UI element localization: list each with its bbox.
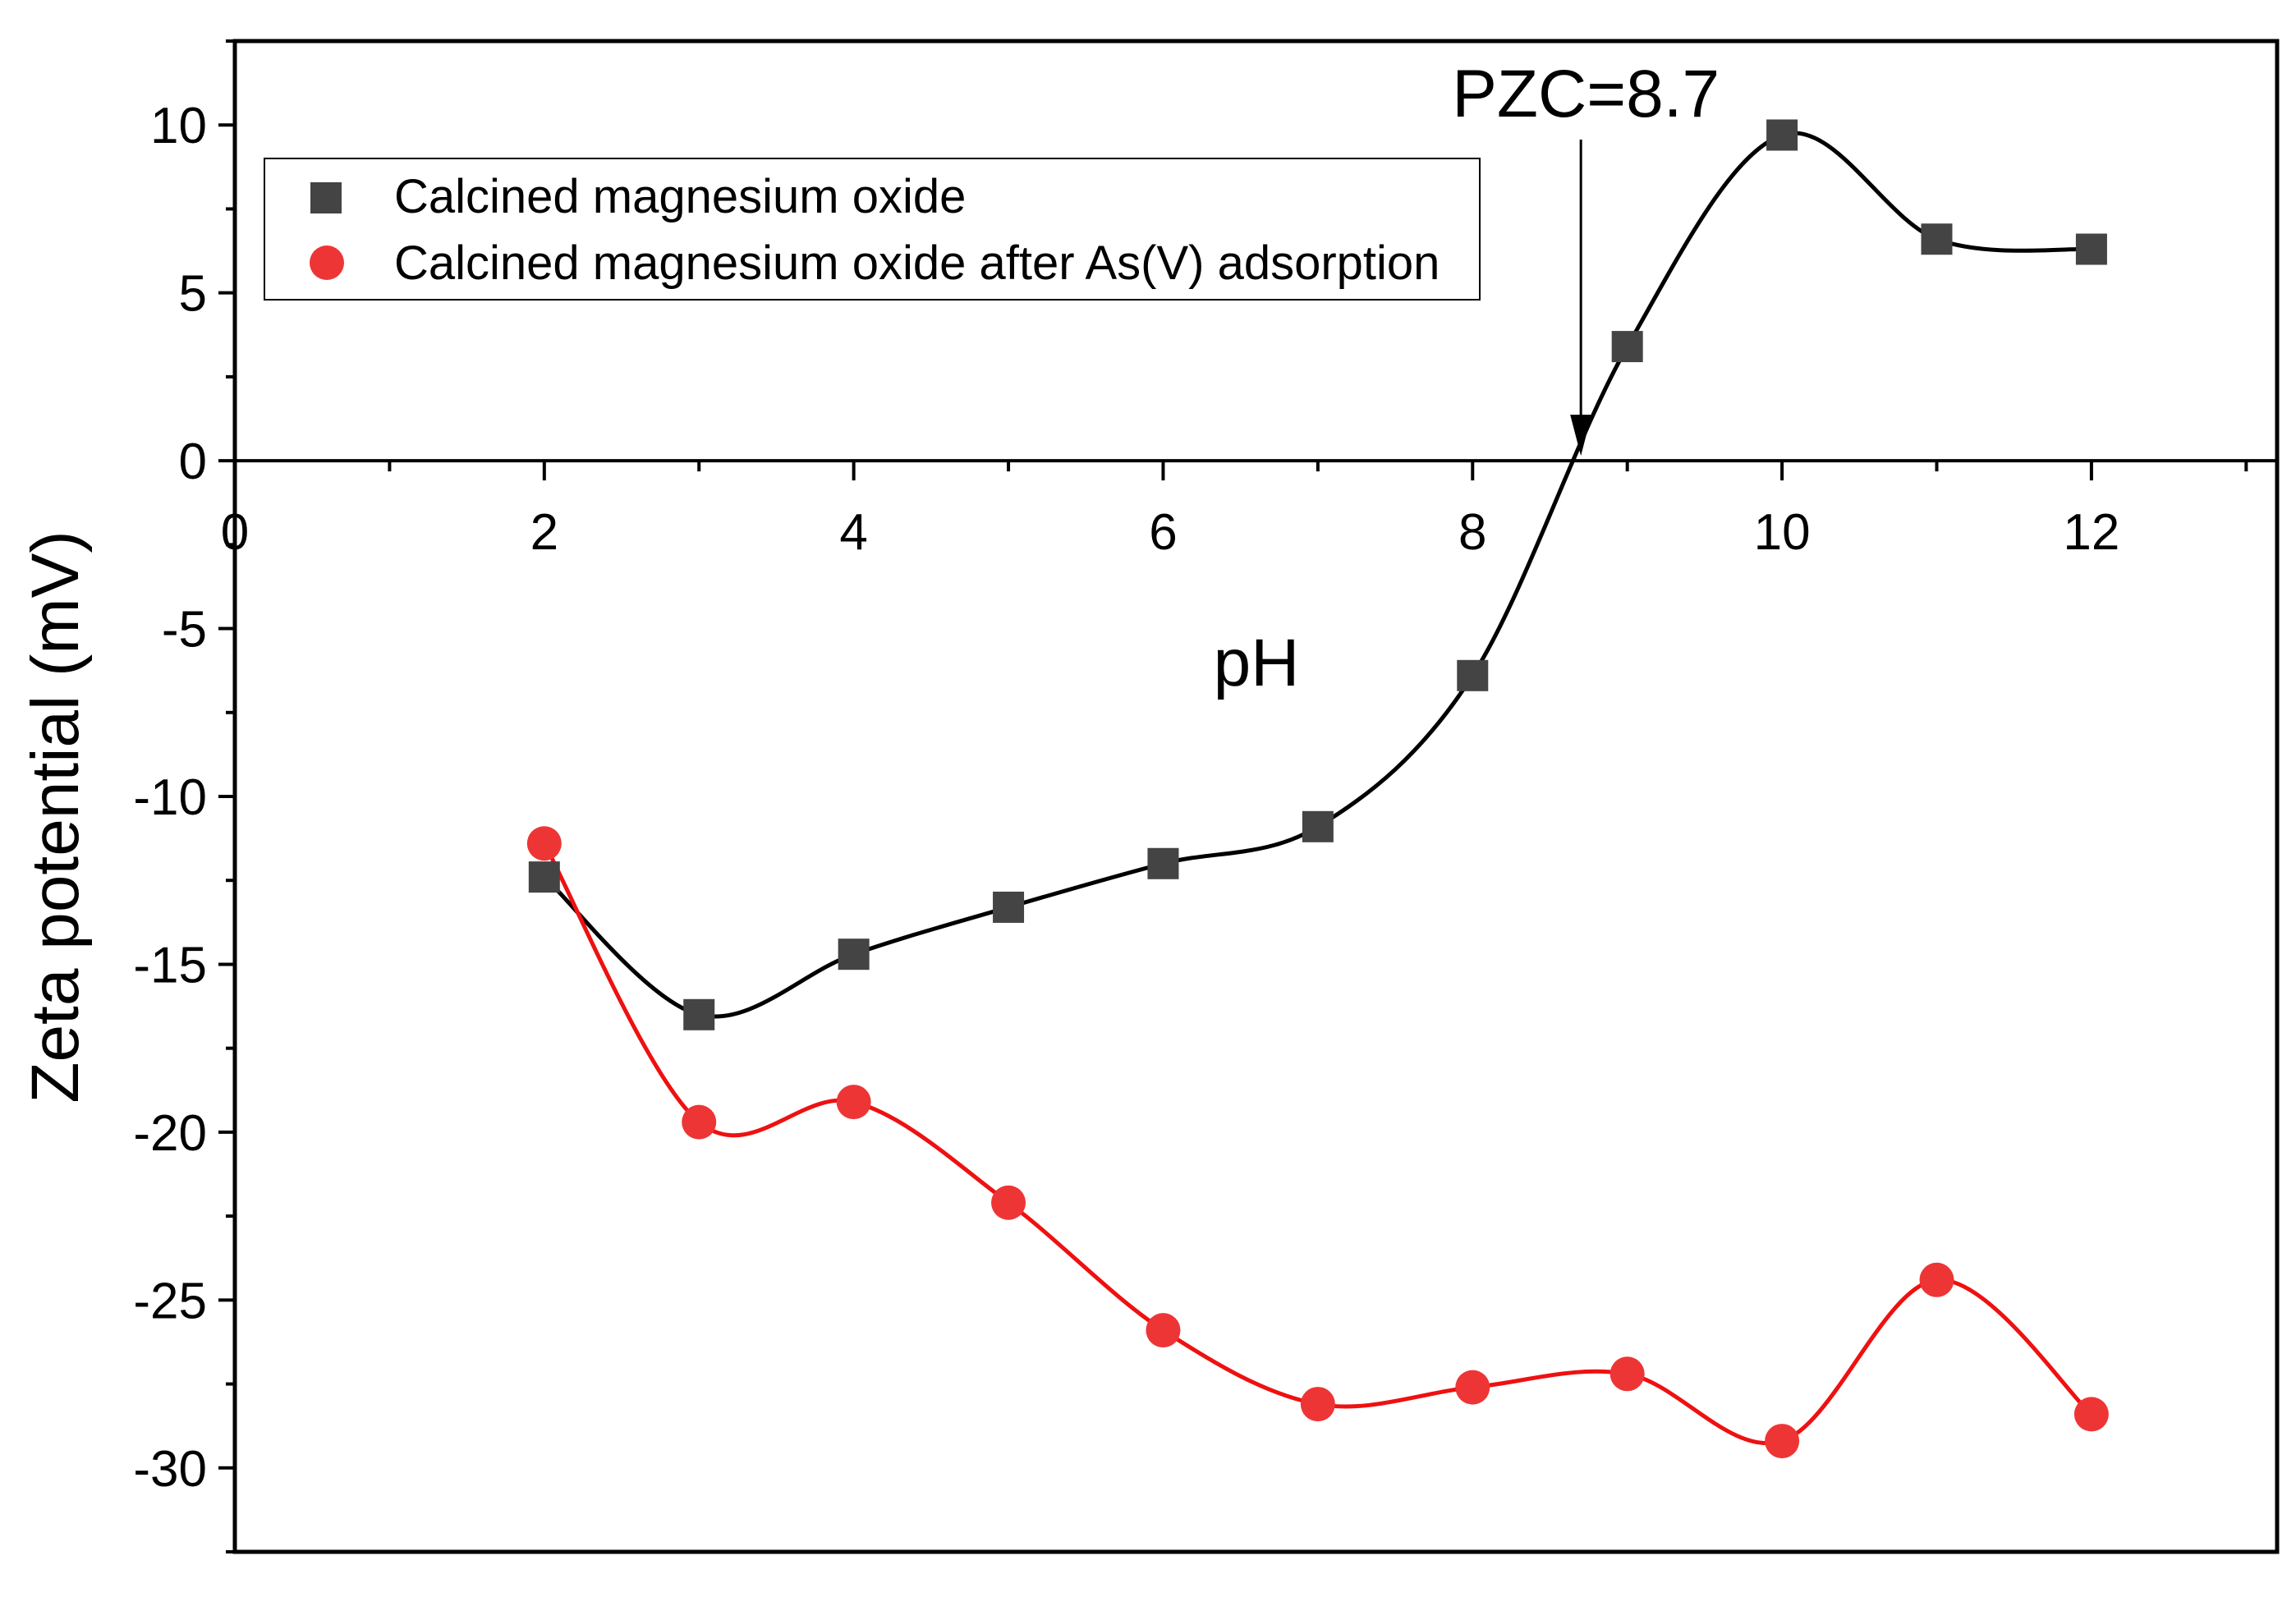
data-markers (526, 119, 2109, 1459)
data-point-square (1766, 119, 1798, 151)
legend: Calcined magnesium oxide Calcined magnes… (264, 158, 1481, 301)
data-point-circle (682, 1104, 717, 1140)
data-point-square (2075, 233, 2107, 265)
fit-curve-series-1 (543, 131, 2092, 1019)
pzc-annotation: PZC=8.7 (1452, 57, 1720, 457)
data-point-square (528, 861, 560, 893)
data-point-circle (2073, 1397, 2109, 1432)
data-point-square (1457, 659, 1489, 691)
data-point-square (1921, 223, 1953, 255)
legend-label-series-1: Calcined magnesium oxide (394, 170, 966, 223)
data-point-circle (1919, 1262, 1954, 1297)
y-tick-label: -5 (162, 602, 207, 659)
x-tick-label: 12 (2063, 504, 2119, 561)
y-axis-ticks: 10 5 0 -5 -10 -15 -20 -25 -30 (133, 39, 235, 1553)
data-point-circle (1765, 1424, 1800, 1459)
legend-box (264, 158, 1481, 301)
x-tick-label: 4 (839, 504, 867, 561)
data-point-circle (526, 826, 562, 861)
x-tick-label: 2 (530, 504, 558, 561)
data-point-circle (1300, 1387, 1335, 1422)
data-point-circle (1146, 1313, 1181, 1348)
y-tick-label: -10 (133, 769, 207, 826)
y-tick-label: 5 (179, 266, 207, 323)
legend-label-series-2: Calcined magnesium oxide after As(V) ads… (394, 236, 1440, 290)
y-tick-label: -15 (133, 937, 207, 994)
y-tick-label: -30 (133, 1441, 207, 1498)
data-point-square (1302, 810, 1334, 842)
legend-circle-marker (310, 246, 344, 280)
fit-curve-series-2 (542, 842, 2093, 1445)
x-axis-label: pH (1214, 626, 1300, 700)
data-point-circle (991, 1185, 1026, 1220)
x-tick-label: 6 (1149, 504, 1177, 561)
x-tick-label: 8 (1458, 504, 1486, 561)
data-point-circle (836, 1085, 871, 1120)
x-tick-label: 10 (1754, 504, 1811, 561)
legend-square-marker (310, 182, 342, 213)
data-point-square (838, 938, 870, 971)
pzc-arrow-head (1570, 415, 1592, 457)
data-point-square (683, 998, 715, 1030)
y-tick-label: -25 (133, 1273, 207, 1329)
x-axis-ticks: 0 2 4 6 8 10 12 (221, 461, 2248, 561)
y-tick-label: 0 (179, 434, 207, 490)
data-point-square (1147, 847, 1179, 879)
y-tick-label: -20 (133, 1105, 207, 1162)
pzc-label: PZC=8.7 (1452, 57, 1720, 131)
fitted-curves (542, 131, 2093, 1445)
data-point-circle (1455, 1370, 1490, 1405)
y-axis-label: Zeta potential (mV) (18, 530, 93, 1103)
data-point-square (993, 891, 1025, 923)
data-point-square (1611, 331, 1643, 363)
y-tick-label: 10 (150, 98, 207, 154)
x-tick-label: 0 (221, 504, 249, 561)
data-point-circle (1609, 1356, 1645, 1392)
